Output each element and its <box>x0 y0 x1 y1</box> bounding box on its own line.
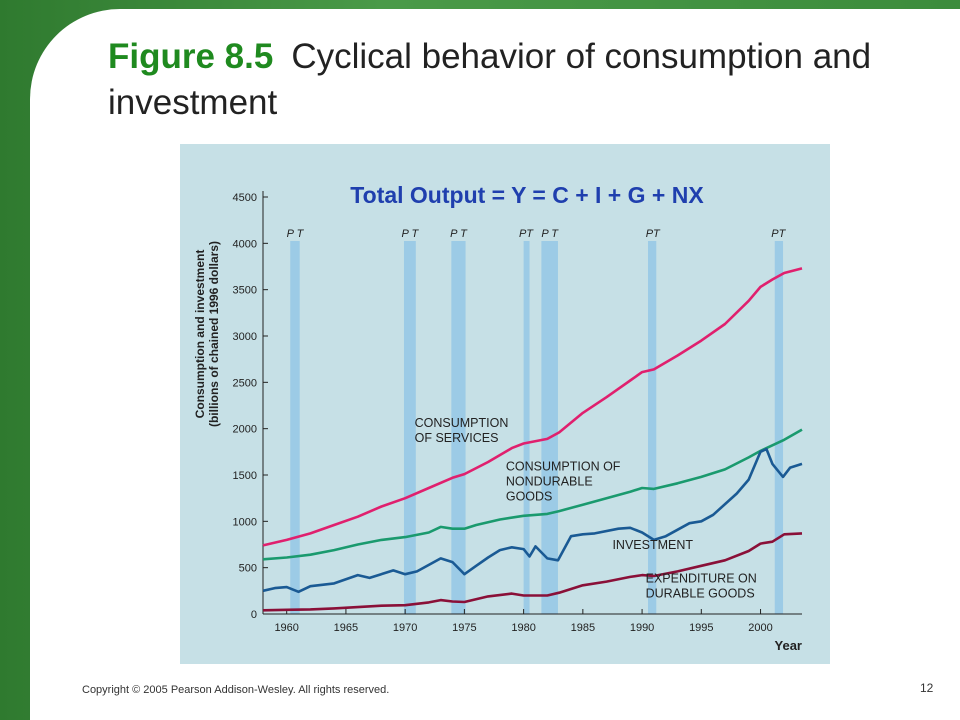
recession-peak-trough-labels: P T P T P T PT P T PT PT <box>287 228 787 240</box>
recession-label-7: PT <box>771 228 786 240</box>
slide-title: Figure 8.5 Cyclical behavior of consumpti… <box>108 34 928 126</box>
recession-label-4: PT <box>519 228 534 240</box>
page-number: 12 <box>920 681 934 695</box>
copyright-footer: Copyright © 2005 Pearson Addison-Wesley.… <box>82 684 390 696</box>
series-annotation-line: NONDURABLE <box>506 474 593 488</box>
recession-band-7 <box>774 241 784 614</box>
y-axis-label-line2: (billions of chained 1996 dollars) <box>207 241 221 427</box>
series-annotation-4: EXPENDITURE ON DURABLE GOODS <box>646 571 757 600</box>
x-tick-label-1990: 1990 <box>630 622 654 634</box>
x-tick-label-1970: 1970 <box>393 622 417 634</box>
y-tick-label-500: 500 <box>239 563 257 575</box>
recession-bands <box>290 241 784 614</box>
series-line-investment <box>262 447 803 594</box>
recession-label-2: P T <box>402 228 420 240</box>
series-annotation-line: DURABLE GOODS <box>646 586 755 600</box>
recession-band-5 <box>541 241 558 614</box>
cyclical-behavior-chart: P T P T P T PT P T PT PT 0 500 1000 1500 2000 2500 3… <box>193 182 803 653</box>
series-annotation-line: CONSUMPTION <box>415 416 509 430</box>
y-tick-label-1000: 1000 <box>233 516 257 528</box>
series-annotation-line: OF SERVICES <box>415 431 499 445</box>
recession-band-4 <box>523 241 530 614</box>
series-annotation-line: INVESTMENT <box>612 538 693 552</box>
recession-band-6 <box>648 241 657 614</box>
recession-label-6: PT <box>646 228 661 240</box>
y-tick-label-4500: 4500 <box>233 192 257 204</box>
y-tick-label-1500: 1500 <box>233 470 257 482</box>
x-axis-label: Year <box>775 638 802 653</box>
x-tick-label-1985: 1985 <box>571 622 595 634</box>
x-tick-label-1995: 1995 <box>689 622 713 634</box>
y-tick-label-4000: 4000 <box>233 238 257 250</box>
series-annotation-line: CONSUMPTION OF <box>506 459 621 473</box>
recession-label-1: P T <box>287 228 305 240</box>
series-annotation-2: CONSUMPTION OF NONDURABLE GOODS <box>506 459 621 503</box>
series-annotation-1: CONSUMPTION OF SERVICES <box>415 416 509 445</box>
y-tick-label-2500: 2500 <box>233 377 257 389</box>
series-line-services <box>262 267 803 547</box>
x-tick-label-1975: 1975 <box>452 622 476 634</box>
recession-band-3 <box>451 241 466 614</box>
y-tick-label-2000: 2000 <box>233 424 257 436</box>
y-tick-label-3500: 3500 <box>233 285 257 297</box>
series-line-durables <box>262 532 803 612</box>
recession-band-1 <box>290 241 300 614</box>
total-output-banner: Total Output = Y = C + I + G + NX <box>350 182 704 208</box>
figure-number: Figure 8.5 <box>108 37 274 76</box>
series-annotation-3: INVESTMENT <box>612 538 693 552</box>
series-lines <box>262 267 803 612</box>
series-annotation-line: GOODS <box>506 489 553 503</box>
x-tick-label-1980: 1980 <box>511 622 535 634</box>
x-tick-label-1960: 1960 <box>274 622 298 634</box>
x-tick-label-1965: 1965 <box>334 622 358 634</box>
y-tick-label-0: 0 <box>251 609 257 621</box>
figure-caption: Cyclical behavior of consumption and inv… <box>108 37 872 122</box>
chart-panel: P T P T P T PT P T PT PT 0 500 1000 1500 2000 2500 3… <box>180 144 830 664</box>
recession-band-2 <box>403 241 416 614</box>
x-tick-label-2000: 2000 <box>748 622 772 634</box>
recession-label-5: P T <box>541 228 559 240</box>
series-annotation-line: EXPENDITURE ON <box>646 571 757 585</box>
series-line-nondurables <box>262 428 803 561</box>
recession-label-3: P T <box>450 228 468 240</box>
series-annotations: CONSUMPTION OF SERVICES CONSUMPTION OF NOND… <box>415 416 757 601</box>
y-axis-label-line1: Consumption and investment <box>193 250 207 419</box>
chart-axes: 0 500 1000 1500 2000 2500 3000 3500 4000 4500 1960… <box>233 191 802 634</box>
y-tick-label-3000: 3000 <box>233 331 257 343</box>
